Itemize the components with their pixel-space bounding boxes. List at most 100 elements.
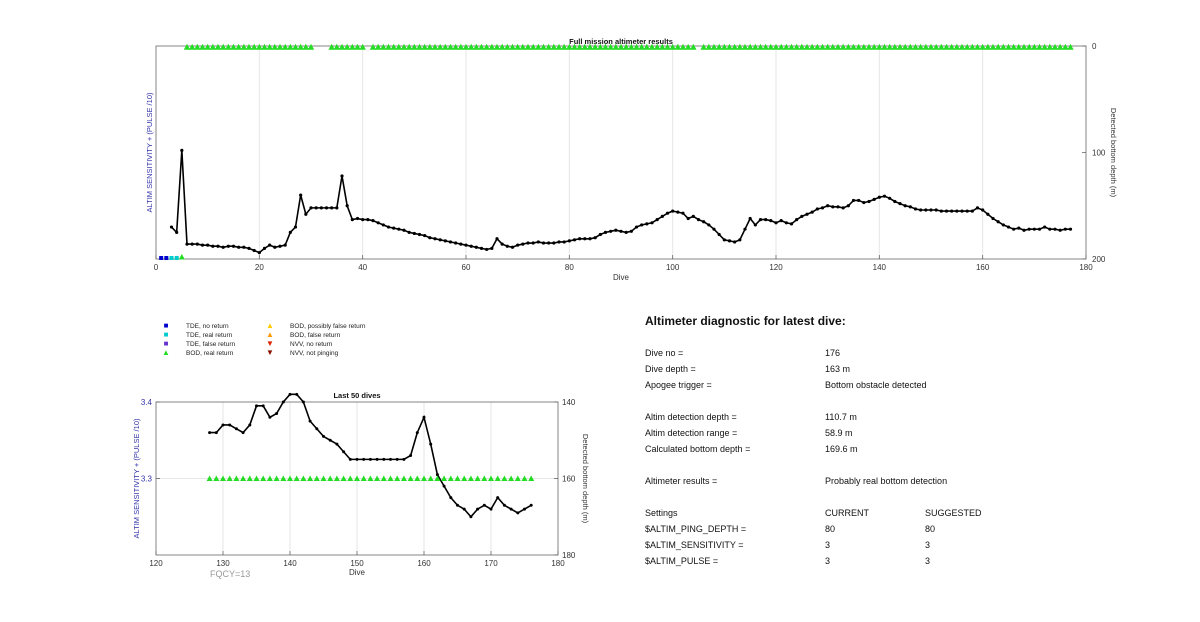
depth-point [733, 240, 737, 244]
depth-point [328, 438, 332, 442]
bod-real-marker [917, 43, 924, 50]
diag-value-bottom-depth: 169.6 m [825, 444, 858, 454]
bod-real-marker [907, 43, 914, 50]
bod-real-marker [602, 43, 609, 50]
legend-marker-icon: ▼ [266, 348, 274, 357]
diag-label-dive-no: Dive no = [645, 348, 684, 358]
bod-real-marker [256, 43, 263, 50]
y-tick-label-right: 160 [562, 475, 576, 484]
bod-real-marker [576, 43, 583, 50]
depth-point [288, 392, 292, 396]
bod-real-marker [1005, 43, 1012, 50]
depth-point [415, 431, 419, 435]
bod-real-marker [349, 43, 356, 50]
bod-real-marker [250, 43, 258, 50]
depth-point [552, 241, 556, 245]
bod-real-marker [1046, 43, 1054, 50]
setting-current-ping-depth: 80 [825, 524, 836, 534]
depth-point [800, 214, 804, 218]
bod-real-marker [400, 475, 407, 482]
bod-real-marker [240, 43, 248, 50]
x-axis-label: Dive [349, 568, 366, 577]
depth-point [479, 246, 484, 250]
bod-real-marker [788, 43, 795, 50]
bod-real-marker [488, 43, 496, 50]
bod-real-marker [994, 43, 1002, 50]
depth-point [241, 431, 245, 435]
bod-real-marker [488, 475, 494, 482]
bod-real-marker [886, 43, 893, 50]
bod-real-marker [571, 43, 578, 50]
diag-value-altimeter-results: Probably real bottom detection [825, 476, 948, 486]
depth-point [489, 507, 493, 511]
bod-real-marker [633, 43, 640, 50]
depth-point [851, 198, 856, 203]
depth-point [970, 209, 974, 213]
depth-point [231, 244, 236, 248]
bod-real-marker [328, 43, 335, 50]
bod-real-marker [566, 43, 573, 50]
bod-real-marker [261, 43, 268, 50]
depth-point [614, 228, 618, 232]
bod-real-marker [233, 475, 240, 482]
bod-real-marker [374, 43, 382, 50]
x-tick-label: 100 [666, 263, 680, 272]
depth-point [402, 228, 406, 232]
bod-real-marker [514, 475, 521, 482]
bod-real-marker [220, 475, 226, 482]
bod-real-marker [287, 475, 293, 482]
depth-point [476, 507, 480, 511]
depth-point [361, 217, 365, 222]
bod-real-marker [824, 43, 831, 50]
bod-real-marker [767, 43, 775, 50]
bod-real-marker [245, 43, 253, 50]
depth-point [169, 225, 174, 229]
depth-point [567, 239, 571, 243]
setting-current-sensitivity: 3 [825, 540, 831, 550]
depth-point [1037, 227, 1042, 231]
bod-real-marker [431, 43, 439, 50]
depth-point [562, 240, 566, 244]
bod-real-marker [209, 43, 217, 50]
bod-real-marker [508, 475, 515, 482]
bod-real-marker [591, 43, 599, 50]
bod-real-marker [501, 475, 508, 482]
depth-point [228, 423, 232, 427]
depth-point [764, 217, 768, 222]
bod-real-marker [845, 43, 852, 50]
bod-real-marker [414, 475, 421, 482]
depth-point [975, 206, 980, 210]
depth-point [485, 247, 489, 252]
depth-point [924, 208, 928, 212]
depth-point [903, 204, 907, 208]
bod-real-marker [736, 43, 744, 50]
status-square-marker [164, 256, 169, 260]
depth-point [929, 208, 933, 212]
depth-point [301, 400, 305, 404]
bod-real-marker [798, 43, 806, 50]
depth-point [696, 217, 701, 222]
depth-point [893, 199, 897, 204]
bod-real-marker [293, 475, 300, 482]
legend-label: TDE, real return [186, 331, 233, 339]
depth-point [547, 241, 551, 245]
depth-point [882, 194, 887, 198]
legend-marker-icon: ■ [163, 330, 169, 339]
depth-point [557, 240, 561, 244]
depth-point [944, 209, 949, 213]
bod-real-marker [230, 43, 237, 50]
depth-point [185, 242, 189, 246]
depth-point [242, 245, 246, 249]
bod-real-marker [387, 475, 394, 482]
bod-real-marker [586, 43, 594, 50]
depth-point [206, 243, 210, 247]
depth-point [645, 222, 649, 226]
bod-real-marker [276, 43, 284, 50]
bod-real-marker [206, 475, 213, 482]
depth-point [805, 212, 809, 216]
depth-point [738, 238, 742, 242]
bod-real-marker [390, 43, 397, 50]
diag-label-apogee-trigger: Apogee trigger = [645, 380, 712, 390]
depth-point [619, 229, 623, 233]
bod-real-marker [1020, 43, 1028, 50]
